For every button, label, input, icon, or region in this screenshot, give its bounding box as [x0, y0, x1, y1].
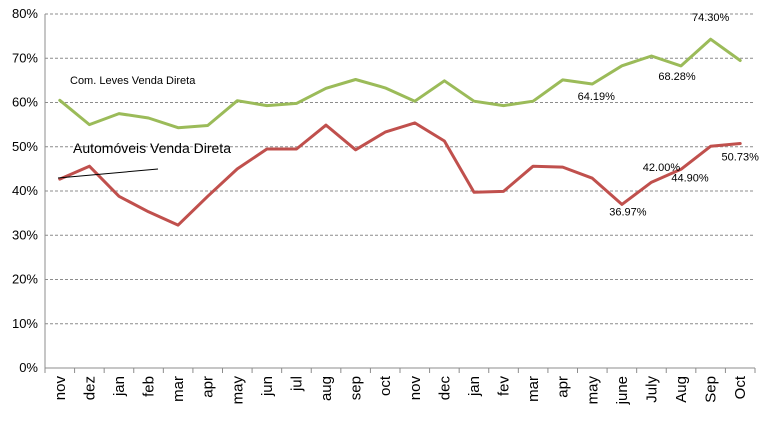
data-label: 50.73% — [722, 152, 760, 164]
data-label: 44.90% — [671, 172, 709, 184]
grid-lines — [45, 13, 755, 325]
x-tick-label: dec — [436, 376, 453, 401]
axes — [44, 14, 756, 373]
y-tick-label: 0% — [19, 360, 38, 375]
data-label: 74.30% — [692, 12, 730, 24]
y-tick-label: 70% — [12, 50, 38, 65]
y-tick-label: 10% — [12, 316, 38, 331]
y-axis-tick-labels: 0% 10% 20% 30% 40% 50% 60% 70% 80% — [12, 6, 38, 375]
data-label: 64.19% — [578, 91, 616, 103]
x-tick-label: July — [643, 376, 660, 403]
x-tick-label: jan — [111, 376, 128, 397]
data-label: 68.28% — [658, 71, 696, 83]
x-tick-label: feb — [141, 376, 158, 397]
x-tick-label: mar — [170, 376, 187, 402]
x-tick-label: apr — [555, 376, 572, 398]
x-tick-label: oct — [377, 375, 394, 396]
x-tick-label: nov — [407, 376, 424, 401]
x-tick-label: jan — [466, 376, 483, 397]
data-label: 42.00% — [643, 162, 681, 174]
y-tick-label: 20% — [12, 272, 38, 287]
y-tick-label: 40% — [12, 183, 38, 198]
series-lines — [58, 37, 742, 227]
y-tick-label: 80% — [12, 6, 38, 21]
x-tick-label: Sep — [703, 376, 720, 403]
series-label-com-leves: Com. Leves Venda Direta — [70, 75, 196, 87]
x-tick-label: nov — [52, 376, 69, 401]
x-tick-label: Aug — [673, 376, 690, 403]
x-tick-label: Oct — [732, 375, 749, 399]
y-tick-label: 30% — [12, 227, 38, 242]
y-tick-label: 50% — [12, 139, 38, 154]
x-tick-label: jul — [288, 376, 305, 392]
x-tick-label: may — [584, 376, 601, 405]
x-tick-label: may — [229, 376, 246, 405]
x-tick-label: dez — [81, 376, 98, 400]
x-tick-label: jun — [259, 376, 276, 397]
x-tick-label: sep — [348, 376, 365, 400]
series-line-1 — [58, 121, 742, 227]
series-line-0 — [58, 37, 742, 130]
series-label-automoveis: Automóveis Venda Direta — [73, 140, 231, 156]
x-tick-label: fev — [496, 376, 513, 397]
series-label-leader-line — [57, 168, 159, 179]
x-tick-label: aug — [318, 376, 335, 401]
data-label: 36.97% — [609, 206, 647, 218]
x-tick-label: june — [614, 376, 631, 405]
x-axis-tick-labels: nov dez jan feb mar apr may jun jul aug sep oct nov d… — [52, 375, 749, 405]
data-labels: 74.30% 68.28% 64.19% 42.00% 50.73% 44.90% 36.9… — [578, 12, 759, 218]
x-tick-label: apr — [200, 376, 217, 398]
x-tick-label: mar — [525, 376, 542, 402]
y-tick-label: 60% — [12, 95, 38, 110]
